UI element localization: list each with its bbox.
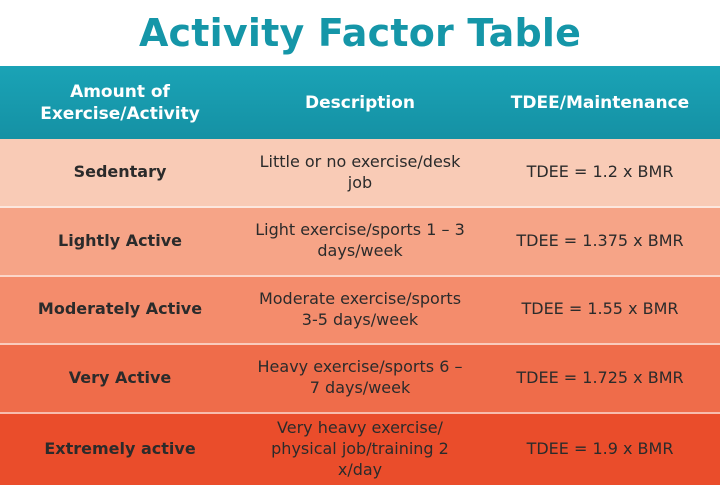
table-header-row: Amount of Exercise/Activity Description … [0,66,720,140]
description-cell: Light exercise/sports 1 – 3 days/week [255,220,465,261]
description-cell: Little or no exercise/desk job [259,151,461,192]
activity-level-cell: Sedentary [73,162,167,182]
table-row: Lightly Active Light exercise/sports 1 –… [0,207,720,277]
description-cell: Very heavy exercise/ physical job/traini… [271,418,449,479]
page-title: Activity Factor Table [138,11,582,55]
activity-level-cell: Extremely active [44,438,196,458]
activity-level-cell: Lightly Active [58,230,182,250]
table-row: Extremely active Very heavy exercise/ ph… [0,413,720,485]
header-description-label: Description [305,92,415,113]
description-cell: Heavy exercise/sports 6 – 7 days/week [257,357,463,398]
formula-cell: TDEE = 1.2 x BMR [526,162,674,182]
formula-cell: TDEE = 1.55 x BMR [521,299,679,319]
description-cell: Moderate exercise/sports 3-5 days/week [258,288,462,329]
activity-level-cell: Moderately Active [37,299,203,319]
formula-cell: TDEE = 1.375 x BMR [516,230,684,250]
header-amount-label: Amount of Exercise/Activity [40,81,200,124]
header-amount: Amount of Exercise/Activity [0,66,240,139]
activity-factor-table: Amount of Exercise/Activity Description … [0,66,720,485]
header-tdee: TDEE/Maintenance [480,66,720,139]
header-tdee-label: TDEE/Maintenance [510,92,690,113]
table-row: Moderately Active Moderate exercise/spor… [0,276,720,346]
activity-level-cell: Very Active [68,367,172,387]
formula-cell: TDEE = 1.725 x BMR [516,367,684,387]
formula-cell: TDEE = 1.9 x BMR [526,438,674,458]
header-description: Description [240,66,480,139]
table-row: Very Active Heavy exercise/sports 6 – 7 … [0,345,720,414]
table-row: Sedentary Little or no exercise/desk job… [0,139,720,208]
